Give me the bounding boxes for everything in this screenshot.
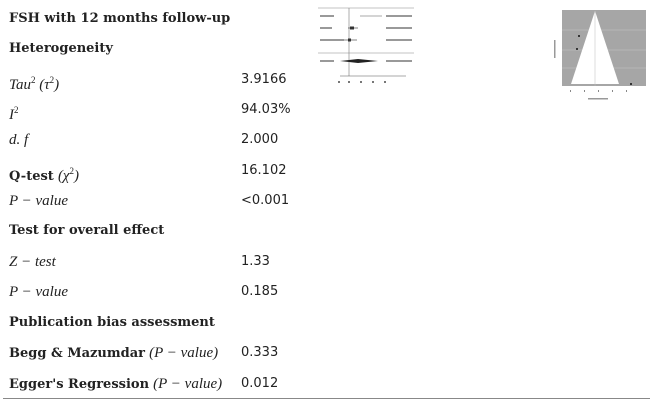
table-bottom-rule xyxy=(3,398,650,399)
forest-plot-thumbnail xyxy=(318,7,414,83)
funnel-plot-thumbnail xyxy=(554,10,646,100)
